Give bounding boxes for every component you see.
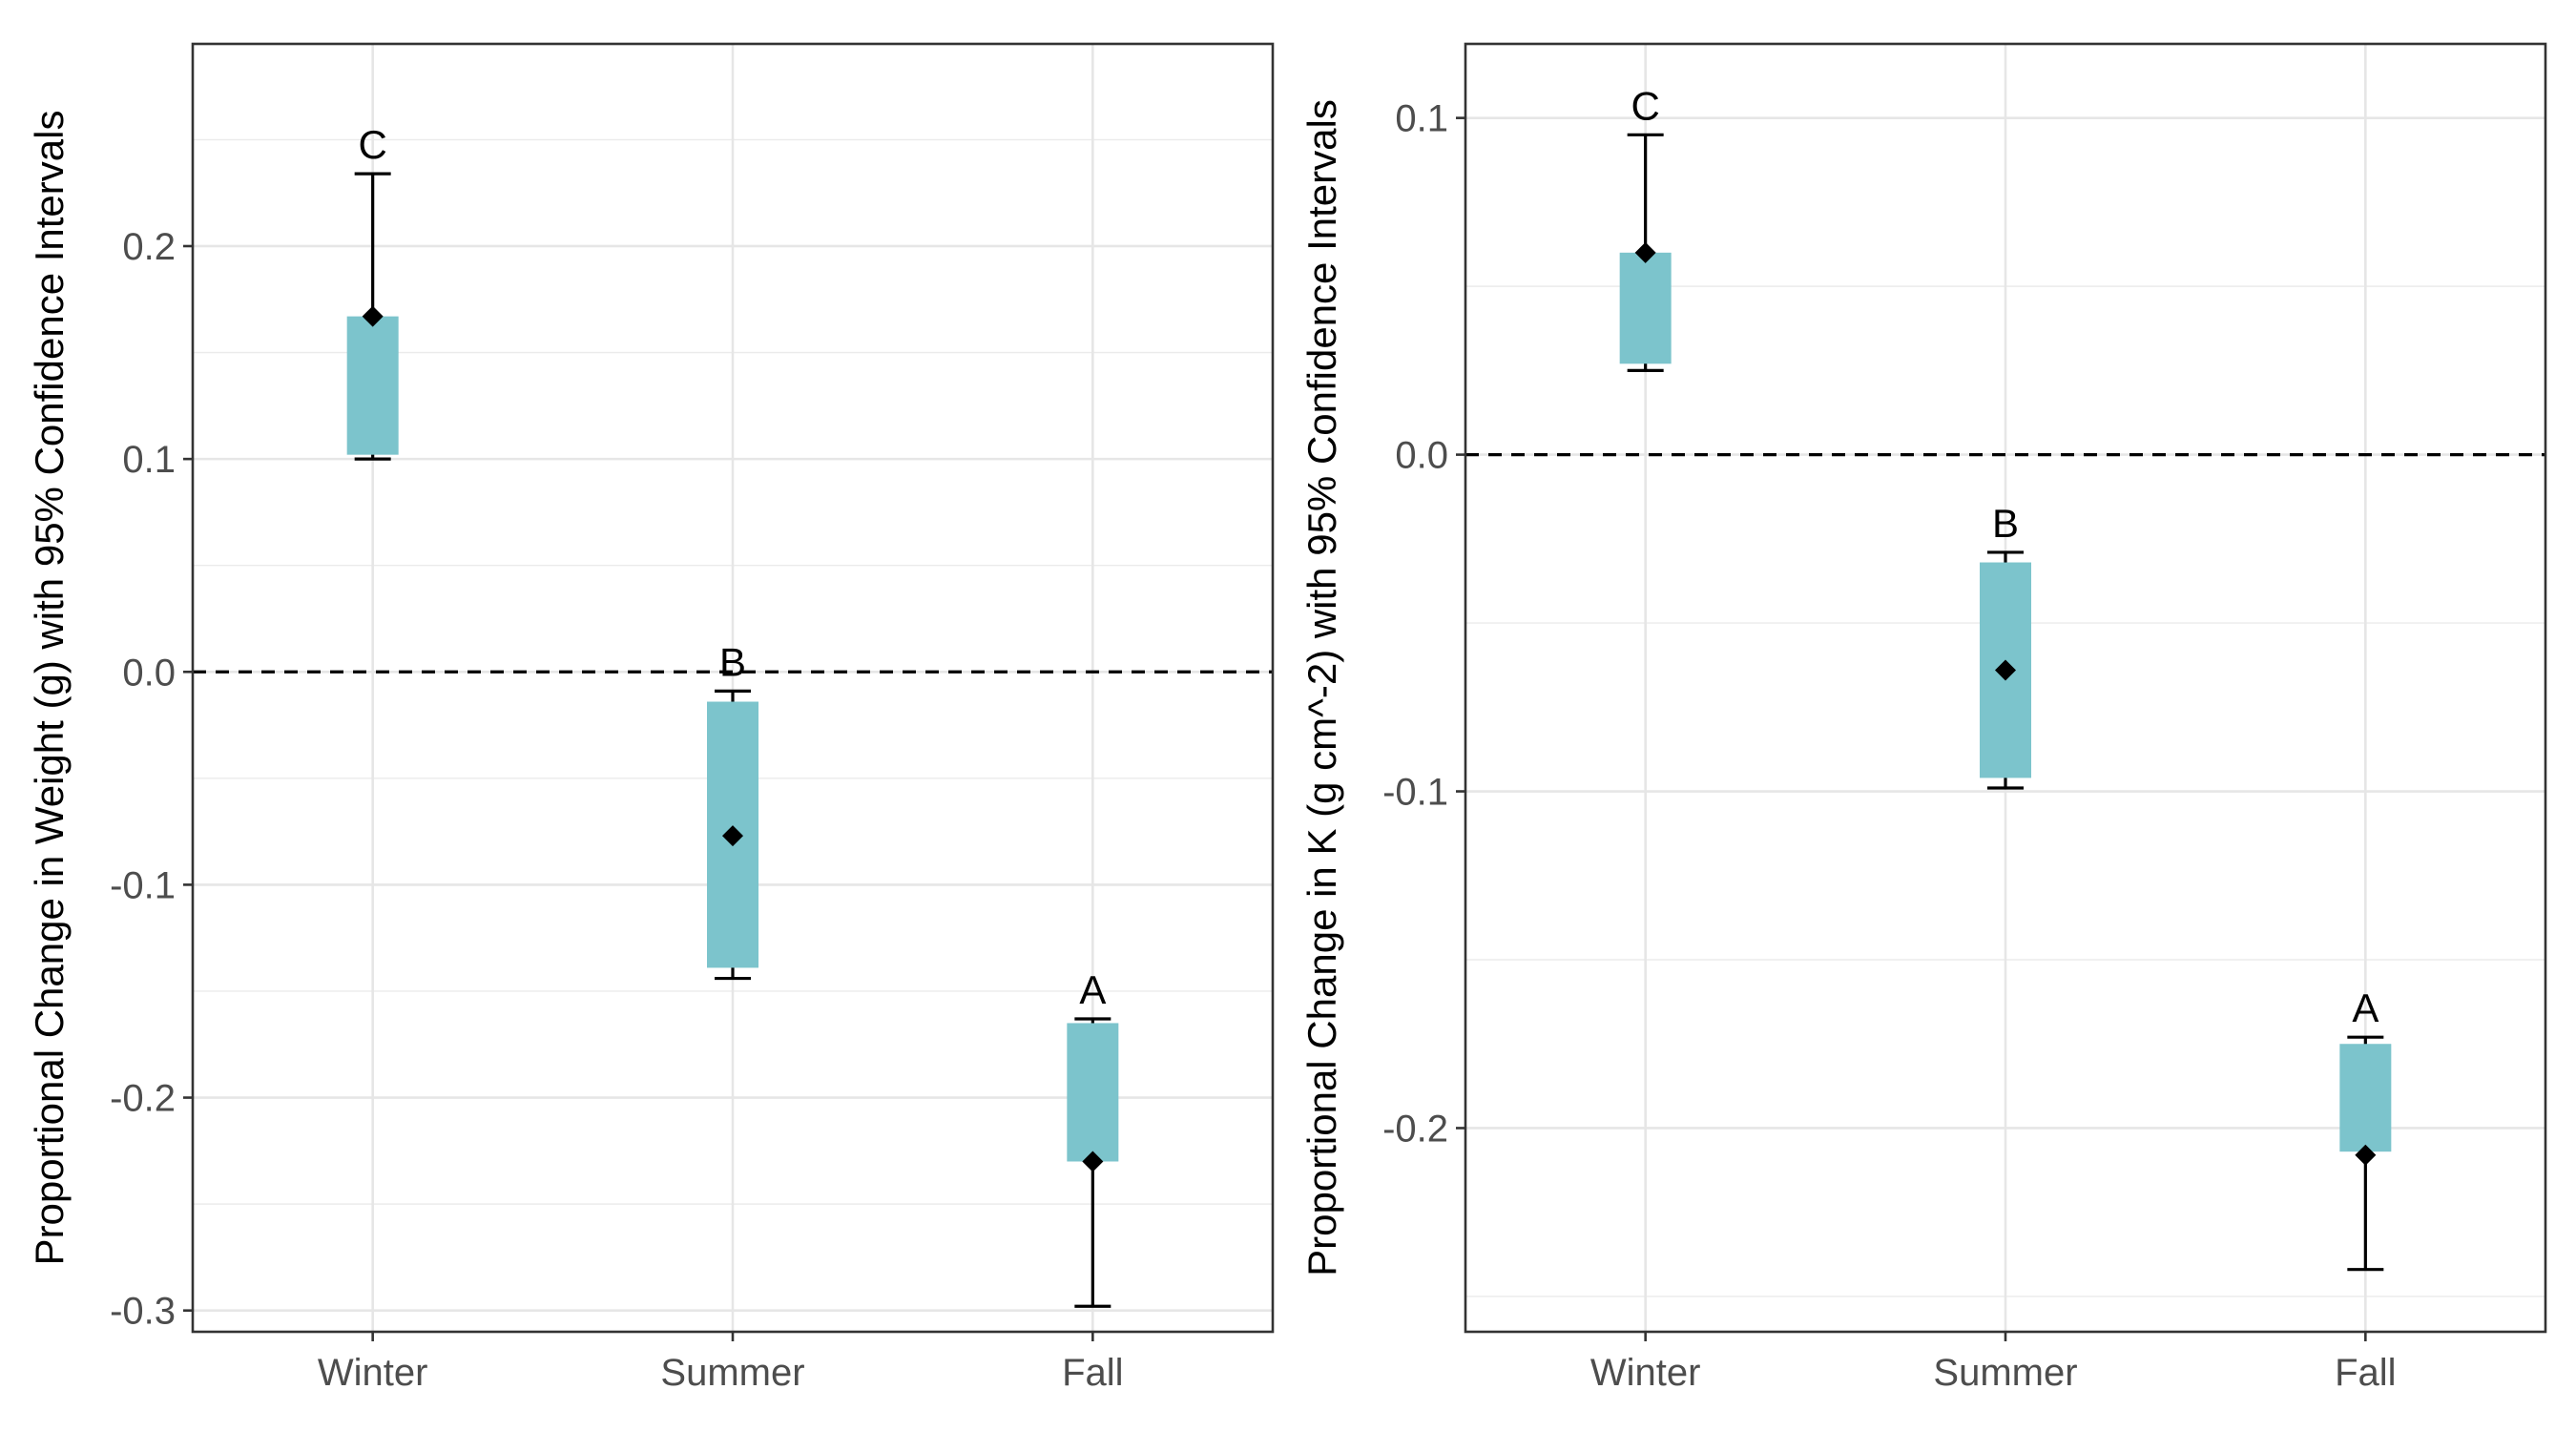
- point-estimate-marker: [1995, 659, 2016, 681]
- y-tick-label: 0.1: [1395, 98, 1448, 140]
- y-tick-label: -0.3: [110, 1291, 176, 1333]
- significance-letter: A: [1079, 967, 1106, 1012]
- significance-letter: C: [1631, 83, 1659, 128]
- significance-letter: B: [719, 639, 746, 684]
- left-chart-panel: C B A 0.2 0.1 0.0 -0.1 -0.2 -0.3 Winter Summer Fall…: [27, 42, 1275, 1394]
- interval-box: [1067, 1023, 1119, 1162]
- y-tick-label: 0.1: [122, 439, 176, 481]
- y-tick-label: 0.0: [122, 652, 176, 694]
- interval-box: [2339, 1044, 2392, 1152]
- point-estimate-marker: [2355, 1144, 2377, 1166]
- x-tick-label: Summer: [660, 1352, 804, 1394]
- point-estimate-marker: [362, 305, 384, 327]
- x-tick-label: Winter: [318, 1352, 428, 1394]
- y-tick-label: -0.1: [1382, 772, 1448, 814]
- y-tick-label: -0.2: [1382, 1108, 1448, 1150]
- point-estimate-marker: [1082, 1151, 1104, 1172]
- significance-letter: A: [2352, 985, 2379, 1030]
- x-tick-label: Fall: [1062, 1352, 1123, 1394]
- x-tick-label: Summer: [1933, 1352, 2077, 1394]
- y-axis-title: Proportional Change in K (g cm^-2) with …: [1299, 99, 1344, 1276]
- right-chart-panel: C B A 0.1 0.0 -0.1 -0.2 Winter Summer Fall Proport…: [1299, 42, 2547, 1394]
- interval-box: [1619, 252, 1672, 364]
- y-axis-title: Proportional Change in Weight (g) with 9…: [27, 111, 72, 1266]
- significance-letter: C: [358, 122, 386, 167]
- interval-box: [346, 316, 399, 455]
- x-tick-label: Fall: [2335, 1352, 2396, 1394]
- point-estimate-marker: [722, 825, 743, 847]
- y-tick-label: -0.1: [110, 864, 176, 906]
- x-tick-label: Winter: [1590, 1352, 1701, 1394]
- y-tick-label: 0.2: [122, 226, 176, 268]
- point-estimate-marker: [1634, 241, 1656, 263]
- y-tick-label: 0.0: [1395, 435, 1448, 477]
- significance-letter: B: [1992, 501, 2019, 546]
- y-tick-label: -0.2: [110, 1078, 176, 1120]
